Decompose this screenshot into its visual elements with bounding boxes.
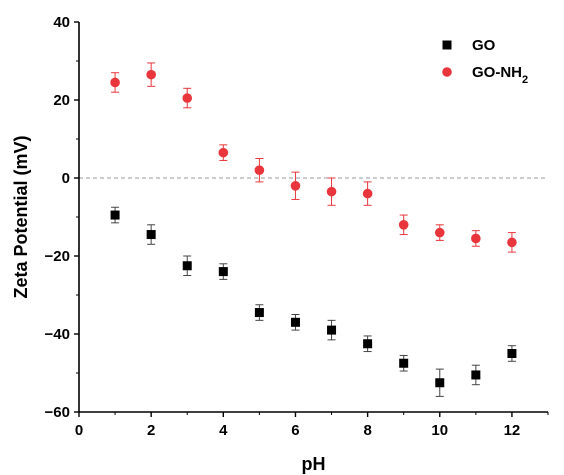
data-point [399,358,409,368]
legend-label-subscript: 2 [522,74,528,86]
data-point [398,220,409,230]
x-tick-label: 0 [75,422,83,439]
y-tick-label: −40 [45,326,70,343]
data-point [146,230,156,240]
data-layer [110,62,517,397]
y-tick-label: 0 [62,170,70,187]
y-tick-label: 20 [53,92,70,109]
data-point [254,308,264,318]
y-tick-label: 40 [53,14,70,31]
data-point [326,186,337,197]
data-point [110,77,120,88]
series-go-nh2 [110,62,517,253]
data-point [362,188,373,199]
data-point [290,317,300,327]
data-point [218,147,229,158]
data-point [146,69,156,80]
legend: GO GO-NH2 [442,37,528,86]
data-point [363,339,373,349]
data-point [290,181,301,191]
legend-label: GO-NH2 [472,64,528,86]
x-tick-label: 10 [431,422,448,439]
data-point [434,227,445,238]
x-tick-label: 4 [219,422,228,439]
data-point [182,93,193,103]
x-tick-label: 12 [504,422,521,439]
data-point [471,370,481,380]
data-point [218,267,228,277]
series-go [110,206,517,397]
data-point [507,349,517,358]
data-point [254,165,265,175]
data-point [182,261,192,271]
x-tick-label: 8 [363,422,371,439]
legend-marker-square [442,40,452,50]
x-axis-title: pH [302,454,326,474]
data-point [110,210,120,220]
data-point [471,233,481,244]
y-axis-title: Zeta Potential (mV) [11,135,31,298]
data-point [327,325,337,335]
legend-label: GO [472,37,496,54]
legend-item-go-nh2: GO-NH2 [442,64,528,86]
y-tick-label: −60 [45,404,70,421]
data-point [507,237,517,248]
data-point [435,378,445,388]
x-tick-label: 2 [147,422,155,439]
legend-marker-circle [442,67,452,77]
axes-layer: 0 2 4 6 8 10 12 −60 −40 −20 0 20 40 pH Zeta Potential … [11,14,549,474]
legend-item-go: GO [442,37,496,54]
y-tick-label: −20 [45,248,70,265]
x-tick-label: 6 [291,422,299,439]
